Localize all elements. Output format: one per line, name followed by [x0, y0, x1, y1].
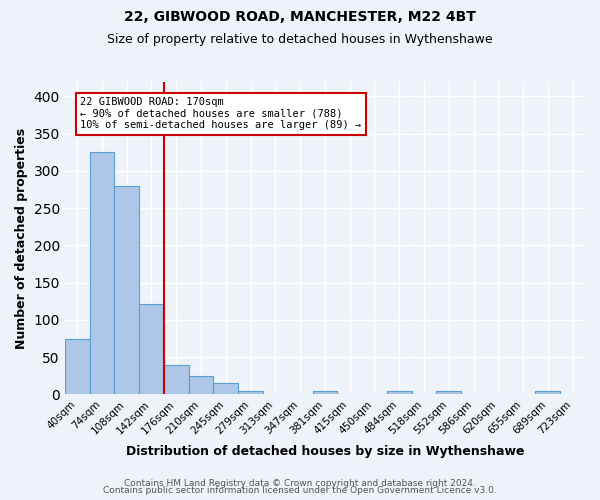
- Y-axis label: Number of detached properties: Number of detached properties: [15, 128, 28, 348]
- Bar: [89, 152, 115, 394]
- Bar: [387, 390, 412, 394]
- Text: Contains public sector information licensed under the Open Government Licence v3: Contains public sector information licen…: [103, 486, 497, 495]
- Bar: [65, 338, 89, 394]
- Bar: [115, 186, 139, 394]
- Text: Contains HM Land Registry data © Crown copyright and database right 2024.: Contains HM Land Registry data © Crown c…: [124, 478, 476, 488]
- Bar: [238, 392, 263, 394]
- Bar: [214, 384, 238, 394]
- Bar: [313, 392, 337, 394]
- Text: 22 GIBWOOD ROAD: 170sqm
← 90% of detached houses are smaller (788)
10% of semi-d: 22 GIBWOOD ROAD: 170sqm ← 90% of detache…: [80, 97, 362, 130]
- X-axis label: Distribution of detached houses by size in Wythenshawe: Distribution of detached houses by size …: [125, 444, 524, 458]
- Text: 22, GIBWOOD ROAD, MANCHESTER, M22 4BT: 22, GIBWOOD ROAD, MANCHESTER, M22 4BT: [124, 10, 476, 24]
- Bar: [535, 392, 560, 394]
- Bar: [188, 376, 214, 394]
- Bar: [164, 364, 188, 394]
- Bar: [436, 392, 461, 394]
- Text: Size of property relative to detached houses in Wythenshawe: Size of property relative to detached ho…: [107, 32, 493, 46]
- Bar: [139, 304, 164, 394]
